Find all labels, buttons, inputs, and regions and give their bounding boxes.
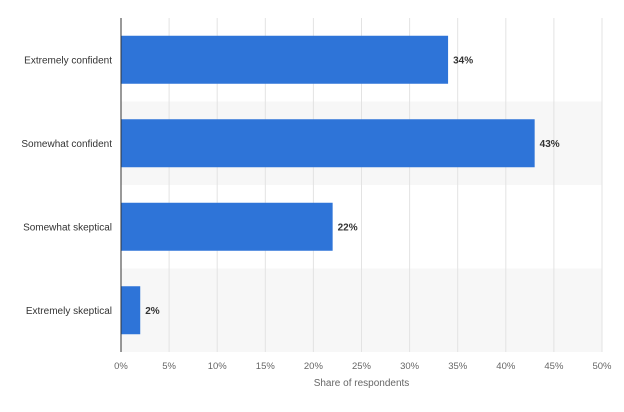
category-label: Extremely skeptical — [26, 306, 112, 317]
value-label: 43% — [540, 139, 560, 150]
x-tick-label: 35% — [448, 361, 468, 372]
x-tick-label: 45% — [544, 361, 564, 372]
category-labels: Extremely confident Somewhat confident Som… — [21, 55, 112, 317]
x-tick-label: 10% — [208, 361, 228, 372]
x-tick-label: 20% — [304, 361, 324, 372]
category-label: Somewhat confident — [21, 139, 112, 150]
x-tick-label: 50% — [592, 361, 612, 372]
x-tick-label: 0% — [114, 361, 128, 372]
value-label: 34% — [453, 55, 473, 66]
x-axis-title: Share of respondents — [314, 378, 410, 389]
x-tick-label: 15% — [256, 361, 276, 372]
bars — [121, 35, 535, 335]
bar[interactable] — [121, 286, 141, 335]
value-labels: 34% 43% 22% 2% — [145, 55, 560, 317]
bar[interactable] — [121, 202, 333, 251]
value-label: 2% — [145, 306, 160, 317]
x-tick-label: 25% — [352, 361, 372, 372]
value-label: 22% — [338, 222, 358, 233]
bar[interactable] — [121, 119, 535, 168]
x-tick-labels: 0% 5% 10% 15% 20% 25% 30% 35% 40% 45% 50% — [114, 361, 612, 372]
x-tick-label: 5% — [162, 361, 176, 372]
category-label: Extremely confident — [24, 55, 112, 66]
category-label: Somewhat skeptical — [23, 222, 112, 233]
x-tick-label: 40% — [496, 361, 516, 372]
x-tick-label: 30% — [400, 361, 420, 372]
bar[interactable] — [121, 35, 449, 84]
